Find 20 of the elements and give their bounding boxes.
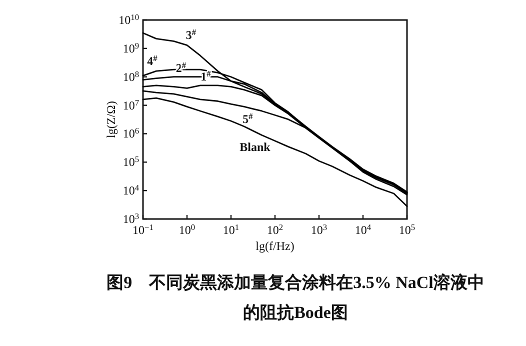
series-label: 4$^{#}$ bbox=[147, 54, 158, 68]
x-tick-label: 10$^{4}$ bbox=[354, 222, 372, 237]
series-label: 3$^{#}$ bbox=[186, 28, 197, 42]
y-tick-label: 10$^{5}$ bbox=[122, 154, 139, 170]
series-label: Blank bbox=[240, 140, 271, 154]
y-tick-label: 10$^{9}$ bbox=[122, 40, 139, 56]
series-label: 5$^{#}$ bbox=[242, 111, 254, 126]
text: 图9 不同炭黑添加量复合涂料在3.5% NaCl溶液中的阻抗Bode图 bbox=[106, 272, 486, 324]
x-tick-label: 10$^{1}$ bbox=[222, 222, 240, 237]
y-tick-label: 10$^{4}$ bbox=[122, 183, 140, 198]
y-tick-label: 10$^{10}$ bbox=[118, 12, 139, 27]
x-tick-label: 10$^{0}$ bbox=[178, 222, 196, 237]
x-axis-title: lg(f/Hz) bbox=[256, 239, 294, 253]
x-tick-label: 10$^{2}$ bbox=[266, 222, 284, 237]
y-tick-label: 10$^{7}$ bbox=[122, 98, 139, 112]
y-tick-label: 10$^{8}$ bbox=[122, 69, 139, 84]
y-tick-label: 10$^{6}$ bbox=[122, 126, 139, 141]
x-tick-label: 10$^{3}$ bbox=[310, 222, 328, 237]
y-axis-title: lg(Z/Ω) bbox=[104, 101, 118, 138]
x-tick-label: 10$^{5}$ bbox=[398, 222, 416, 237]
